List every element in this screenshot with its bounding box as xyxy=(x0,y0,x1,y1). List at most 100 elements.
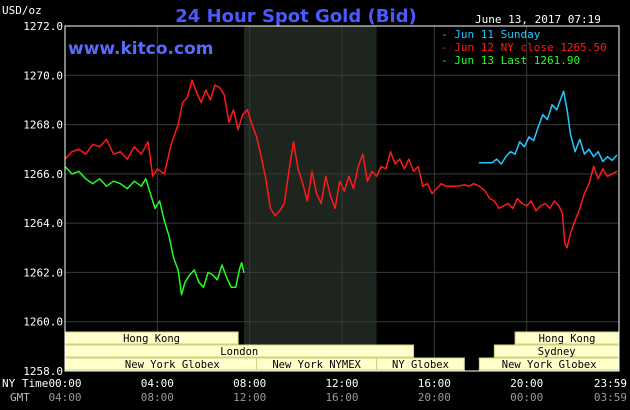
market-bar-label: New York NYMEX xyxy=(272,359,361,371)
market-bar-label: London xyxy=(220,346,258,358)
data-point xyxy=(283,202,285,204)
data-point xyxy=(597,151,599,153)
data-point xyxy=(574,220,576,222)
data-point xyxy=(478,185,480,187)
data-point xyxy=(329,195,332,197)
data-point xyxy=(505,156,507,158)
data-point xyxy=(408,158,410,160)
data-point xyxy=(491,162,493,164)
data-point xyxy=(212,274,214,276)
data-point xyxy=(468,185,470,187)
data-point xyxy=(243,271,245,273)
data-point xyxy=(297,168,299,170)
data-point xyxy=(526,205,528,207)
data-point xyxy=(140,185,142,187)
data-point xyxy=(509,151,512,153)
chart-title: 24 Hour Spot Gold (Bid) xyxy=(175,6,416,27)
data-point xyxy=(593,165,595,168)
data-point xyxy=(191,79,193,81)
series-jun-11 xyxy=(478,90,618,165)
data-point xyxy=(417,165,419,168)
x-tick-label-ny: 08:00 xyxy=(233,377,266,390)
market-bar-label: Hong Kong xyxy=(539,333,596,345)
data-point xyxy=(189,274,191,276)
data-point xyxy=(219,87,221,89)
legend-item-jun12: - Jun 12 NY close 1265.50 xyxy=(441,41,607,54)
data-point xyxy=(119,183,121,185)
market-bar-label: Hong Kong xyxy=(123,333,180,345)
data-point xyxy=(316,193,318,195)
data-point xyxy=(232,109,235,111)
data-point xyxy=(186,96,188,99)
data-point xyxy=(558,205,560,207)
series-line xyxy=(64,79,618,249)
data-point xyxy=(588,148,590,150)
data-point xyxy=(256,136,258,138)
data-point xyxy=(205,89,207,91)
market-bar: New York Globex xyxy=(478,357,620,371)
data-point xyxy=(325,175,327,177)
y-unit-label: USD/oz xyxy=(2,4,42,17)
market-bar: Hong Kong xyxy=(514,331,620,345)
data-point xyxy=(260,156,262,158)
data-point xyxy=(489,197,491,200)
data-point xyxy=(521,202,523,204)
data-point xyxy=(196,91,198,94)
data-point xyxy=(112,180,115,182)
data-point xyxy=(560,96,562,99)
data-point xyxy=(172,257,175,259)
data-point xyxy=(473,183,475,185)
data-point xyxy=(537,126,539,128)
market-bar-box xyxy=(376,357,465,371)
data-point xyxy=(516,197,519,200)
x-tick-label-gmt: 12:00 xyxy=(233,391,266,404)
x-axis-tick-labels: 00:00 04:00 08:00 12:00 16:00 20:00 23:5904:00… xyxy=(48,377,627,404)
data-point xyxy=(371,170,373,172)
data-point xyxy=(163,220,165,222)
data-point xyxy=(611,173,613,175)
data-point xyxy=(154,207,156,209)
data-point xyxy=(193,269,195,271)
data-point xyxy=(306,200,308,202)
y-tick-label: 1268.0 xyxy=(23,119,63,132)
data-point xyxy=(546,119,549,121)
x-tick-label-gmt: 03:59 xyxy=(594,391,627,404)
data-point xyxy=(579,138,581,140)
x-tick-label-ny: 12:00 xyxy=(325,377,358,390)
data-point xyxy=(251,124,253,126)
data-point xyxy=(334,207,336,209)
data-point xyxy=(588,183,590,185)
data-point xyxy=(514,153,516,155)
data-point xyxy=(343,190,345,192)
data-point xyxy=(133,146,135,148)
plot-frame xyxy=(64,25,620,372)
data-point xyxy=(85,178,87,180)
data-point xyxy=(126,158,128,160)
market-bar-label: New York Globex xyxy=(502,359,597,371)
data-point xyxy=(385,168,387,170)
x-tick-label-ny: 23:59 xyxy=(594,377,627,390)
data-point xyxy=(533,140,535,142)
data-point xyxy=(539,205,542,207)
data-point xyxy=(149,193,151,195)
data-point xyxy=(597,178,599,180)
data-point xyxy=(207,271,209,273)
data-point xyxy=(105,185,108,187)
data-point xyxy=(202,286,205,288)
data-point xyxy=(399,158,401,160)
x-tick-label-ny: 20:00 xyxy=(510,377,543,390)
data-point xyxy=(279,210,281,212)
data-point xyxy=(574,151,576,153)
y-tick-label: 1270.0 xyxy=(23,69,63,82)
data-point xyxy=(177,269,179,271)
data-point xyxy=(602,160,604,163)
ny-time-row-label: NY Time xyxy=(2,377,48,390)
data-point xyxy=(549,207,551,209)
data-point xyxy=(274,215,276,217)
x-tick-label-gmt: 08:00 xyxy=(141,391,174,404)
data-point xyxy=(302,183,304,185)
y-tick-label: 1272.0 xyxy=(23,20,63,33)
market-bar-label: Sydney xyxy=(538,346,576,358)
data-point xyxy=(216,279,218,281)
